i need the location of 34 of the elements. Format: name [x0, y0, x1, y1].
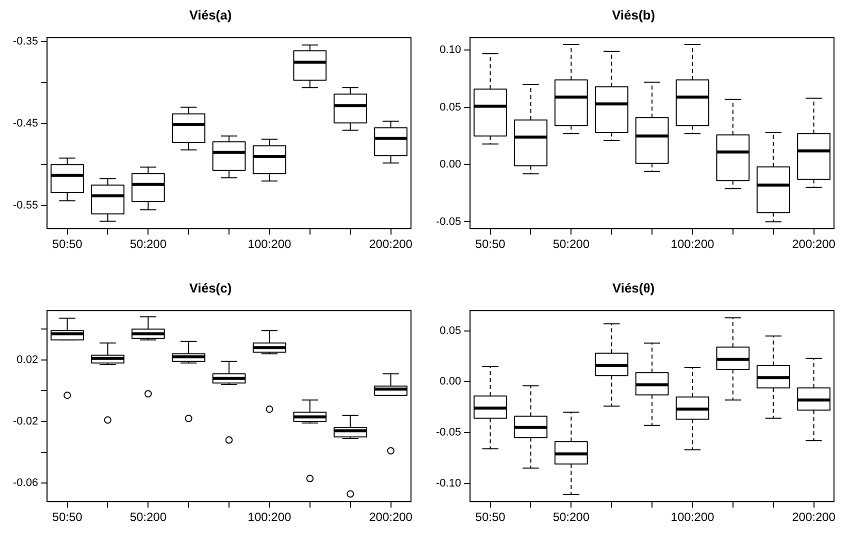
x-tick-label: 100:200 [670, 237, 714, 252]
x-tick-label: 100:200 [248, 237, 292, 252]
y-tick-label: 0.00 [440, 376, 462, 388]
x-tick-label: 200:200 [792, 237, 836, 252]
y-tick-label: 0.00 [440, 158, 462, 171]
y-tick-label: 0.10 [440, 44, 462, 56]
x-tick-label: 50:200 [552, 510, 590, 524]
chart-title: Viés(a) [189, 7, 232, 22]
x-tick-label: 50:50 [475, 510, 506, 524]
y-tick-label: 0.05 [440, 101, 462, 114]
y-tick-label: -0.05 [436, 216, 462, 228]
y-tick-label: 0.02 [16, 354, 38, 366]
y-tick-label: -0.45 [12, 118, 38, 130]
y-tick-label: -0.05 [436, 426, 462, 439]
x-tick-label: 50:50 [475, 237, 506, 252]
x-tick-label: 50:200 [130, 237, 167, 252]
x-tick-label: 50:200 [552, 237, 590, 252]
x-tick-label: 200:200 [369, 237, 413, 252]
y-tick-label: -0.06 [12, 477, 38, 490]
y-tick-label: -0.10 [436, 477, 462, 490]
x-tick-label: 50:50 [52, 510, 83, 524]
x-tick-label: 200:200 [369, 510, 413, 524]
chart-title: Viés(b) [612, 7, 656, 22]
y-tick-label: -0.35 [12, 36, 38, 48]
y-tick-label: -0.55 [12, 200, 38, 212]
chart-title: Viés(c) [189, 280, 232, 296]
x-tick-label: 50:200 [130, 510, 167, 524]
x-tick-label: 200:200 [792, 510, 836, 524]
x-tick-label: 100:200 [248, 510, 292, 524]
y-tick-label: 0.05 [440, 324, 462, 337]
chart-title: Viés(θ) [612, 280, 655, 296]
x-tick-label: 50:50 [52, 237, 83, 252]
y-tick-label: -0.02 [12, 416, 38, 428]
x-tick-label: 100:200 [670, 510, 714, 524]
